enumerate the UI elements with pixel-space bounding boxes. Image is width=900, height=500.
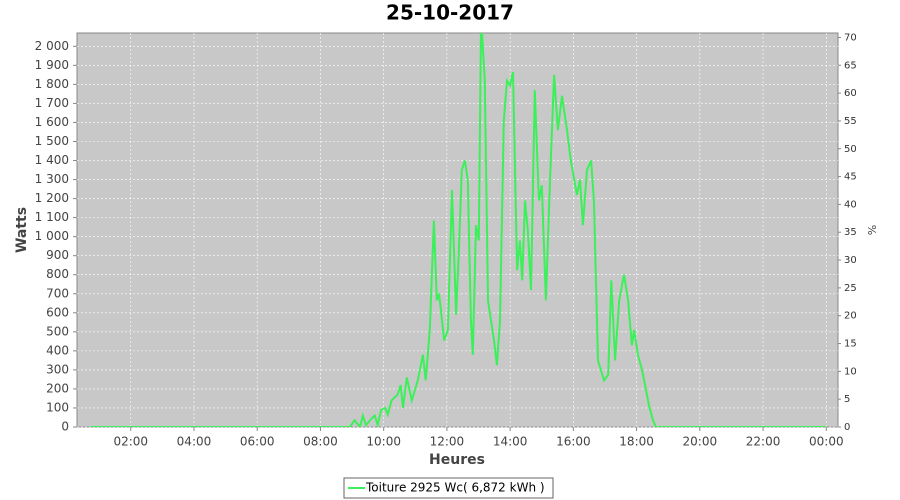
y-tick-label: 1 400 — [35, 153, 69, 167]
y2-tick-label: 40 — [844, 199, 857, 210]
y2-tick-label: 50 — [844, 144, 857, 155]
x-tick-label: 12:00 — [430, 435, 465, 449]
legend — [343, 477, 554, 499]
y2-tick-label: 30 — [844, 255, 857, 266]
y-tick-label: 1 000 — [35, 229, 69, 243]
x-tick-label: 04:00 — [177, 435, 212, 449]
y-tick-label: 100 — [46, 400, 69, 414]
x-tick-label: 16:00 — [556, 435, 591, 449]
y-axis-label: Watts — [14, 207, 30, 253]
x-tick-label: 02:00 — [113, 435, 148, 449]
y-tick-label: 1 300 — [35, 172, 69, 186]
y-tick-label: 800 — [46, 267, 69, 281]
y2-tick-label: 65 — [844, 60, 857, 71]
y2-tick-label: 20 — [844, 311, 857, 322]
x-tick-label: 10:00 — [366, 435, 401, 449]
plot-marks — [77, 33, 838, 428]
y2-tick-label: 70 — [844, 32, 857, 43]
plot-area — [76, 32, 839, 428]
y-tick-label: 200 — [46, 381, 69, 395]
y2-tick-label: 60 — [844, 88, 857, 99]
y-tick-label: 1 600 — [35, 115, 69, 129]
y2-tick-label: 15 — [844, 339, 857, 350]
legend-label: Toiture 2925 Wc( 6,872 kWh ) — [365, 481, 545, 495]
y-tick-label: 1 900 — [35, 58, 69, 72]
y2-tick-label: 25 — [844, 283, 857, 294]
y-tick-label: 500 — [46, 324, 69, 338]
y-tick-label: 1 200 — [35, 191, 69, 205]
y-tick-label: 900 — [46, 248, 69, 262]
x-tick-label: 18:00 — [619, 435, 654, 449]
x-tick-label: 22:00 — [746, 435, 781, 449]
y-tick-label: 1 800 — [35, 77, 69, 91]
y2-tick-label: 10 — [844, 366, 857, 377]
y2-tick-label: 35 — [844, 227, 857, 238]
y-tick-label: 600 — [46, 305, 69, 319]
x-tick-label: 14:00 — [493, 435, 528, 449]
x-tick-label: 00:00 — [809, 435, 844, 449]
y-tick-label: 0 — [61, 420, 69, 434]
y-tick-label: 400 — [46, 343, 69, 357]
series-line — [90, 33, 827, 427]
y2-tick-label: 0 — [844, 422, 850, 433]
x-tick-label: 06:00 — [240, 435, 275, 449]
y-tick-label: 1 500 — [35, 134, 69, 148]
y-tick-label: 700 — [46, 286, 69, 300]
y-tick-label: 2 000 — [35, 39, 69, 53]
y2-tick-label: 45 — [844, 172, 857, 183]
y-tick-label: 1 100 — [35, 210, 69, 224]
y-tick-label: 1 700 — [35, 96, 69, 110]
y2-tick-label: 5 — [844, 394, 850, 405]
x-tick-label: 08:00 — [303, 435, 338, 449]
y2-tick-label: 55 — [844, 116, 857, 127]
chart-title: 25-10-2017 — [386, 1, 514, 25]
x-axis-label: Heures — [429, 452, 485, 468]
x-tick-label: 20:00 — [683, 435, 718, 449]
y2-axis-label: % — [866, 225, 879, 235]
y-tick-label: 300 — [46, 362, 69, 376]
